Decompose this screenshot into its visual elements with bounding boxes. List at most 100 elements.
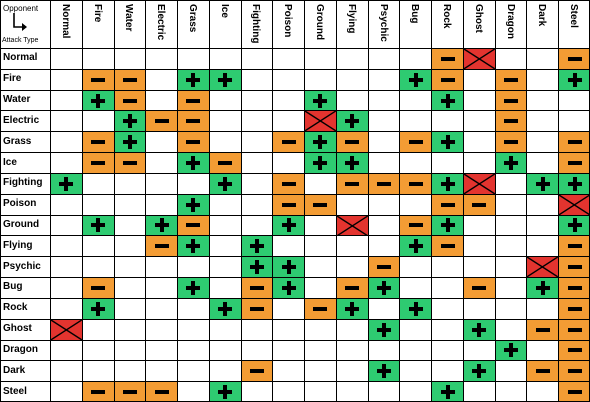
normal-effect-cell bbox=[51, 153, 82, 173]
grid-line bbox=[558, 0, 559, 402]
normal-effect-cell bbox=[242, 174, 273, 194]
row-header-dark: Dark bbox=[3, 364, 26, 376]
super-effective-cell bbox=[209, 298, 241, 319]
super-effective-cell bbox=[241, 236, 273, 257]
normal-effect-cell bbox=[527, 91, 558, 111]
grid-line bbox=[431, 0, 432, 402]
col-header-dark: Dark bbox=[526, 0, 558, 48]
not-very-effective-cell bbox=[336, 132, 368, 153]
normal-effect-cell bbox=[115, 341, 146, 361]
normal-effect-cell bbox=[464, 341, 495, 361]
normal-effect-cell bbox=[115, 195, 146, 215]
super-effective-cell bbox=[178, 153, 209, 173]
grid-line bbox=[82, 0, 83, 402]
plus-icon bbox=[218, 301, 233, 316]
normal-effect-cell bbox=[464, 70, 495, 90]
normal-effect-cell bbox=[527, 236, 558, 256]
not-very-effective-cell bbox=[336, 278, 368, 298]
not-very-effective-cell bbox=[178, 215, 209, 236]
normal-effect-cell bbox=[115, 299, 146, 319]
normal-effect-cell bbox=[115, 174, 146, 194]
normal-effect-cell bbox=[305, 236, 336, 256]
plus-icon bbox=[186, 197, 201, 212]
minus-icon bbox=[567, 135, 582, 149]
minus-icon bbox=[154, 114, 169, 128]
col-header-label: Steel bbox=[568, 4, 580, 28]
plus-icon bbox=[91, 218, 106, 233]
normal-effect-cell bbox=[210, 257, 241, 277]
minus-icon bbox=[186, 218, 201, 232]
normal-effect-cell bbox=[400, 195, 431, 215]
grid-line bbox=[495, 0, 496, 402]
normal-effect-cell bbox=[210, 195, 241, 215]
normal-effect-cell bbox=[464, 111, 495, 131]
grid-line bbox=[0, 173, 590, 174]
grid-line bbox=[0, 360, 590, 361]
minus-icon bbox=[186, 114, 201, 128]
normal-effect-cell bbox=[115, 320, 146, 340]
no-effect-cell bbox=[51, 319, 82, 340]
super-effective-cell bbox=[305, 90, 336, 111]
grid-line bbox=[399, 0, 400, 402]
super-effective-cell bbox=[209, 382, 241, 402]
grid-line bbox=[177, 0, 178, 402]
not-very-effective-cell bbox=[559, 153, 590, 173]
plus-icon bbox=[218, 72, 233, 87]
grid-line bbox=[114, 0, 115, 402]
not-very-effective-cell bbox=[114, 90, 146, 111]
plus-icon bbox=[567, 218, 582, 233]
row-header-fighting: Fighting bbox=[3, 177, 43, 189]
normal-effect-cell bbox=[305, 216, 336, 236]
col-header-label: Grass bbox=[186, 4, 198, 33]
not-very-effective-cell bbox=[559, 340, 590, 361]
plus-icon bbox=[281, 260, 296, 275]
normal-effect-cell bbox=[337, 70, 368, 90]
normal-effect-cell bbox=[432, 341, 463, 361]
normal-effect-cell bbox=[178, 174, 209, 194]
not-very-effective-cell bbox=[336, 173, 368, 194]
normal-effect-cell bbox=[527, 382, 558, 402]
minus-icon bbox=[91, 135, 106, 149]
normal-effect-cell bbox=[432, 153, 463, 173]
super-effective-cell bbox=[82, 90, 114, 111]
minus-icon bbox=[249, 281, 264, 295]
plus-icon bbox=[218, 176, 233, 191]
normal-effect-cell bbox=[83, 320, 114, 340]
super-effective-cell bbox=[400, 298, 432, 319]
normal-effect-cell bbox=[305, 341, 336, 361]
minus-icon bbox=[567, 260, 582, 274]
minus-icon bbox=[567, 323, 582, 337]
plus-icon bbox=[440, 385, 455, 400]
normal-effect-cell bbox=[369, 91, 400, 111]
normal-effect-cell bbox=[527, 132, 558, 152]
minus-icon bbox=[281, 135, 296, 149]
plus-icon bbox=[440, 135, 455, 150]
not-very-effective-cell bbox=[114, 153, 146, 173]
normal-effect-cell bbox=[242, 153, 273, 173]
normal-effect-cell bbox=[369, 70, 400, 90]
super-effective-cell bbox=[209, 173, 241, 194]
cross-icon bbox=[463, 49, 495, 69]
not-very-effective-cell bbox=[559, 278, 590, 298]
grid-line bbox=[368, 0, 369, 402]
col-header-label: Ground bbox=[313, 4, 325, 41]
super-effective-cell bbox=[400, 69, 432, 90]
plus-icon bbox=[535, 176, 550, 191]
normal-effect-cell bbox=[496, 216, 527, 236]
grid-line bbox=[0, 256, 590, 257]
normal-effect-cell bbox=[369, 299, 400, 319]
col-header-fighting: Fighting bbox=[241, 0, 273, 48]
normal-effect-cell bbox=[178, 49, 209, 69]
normal-effect-cell bbox=[242, 195, 273, 215]
col-header-label: Dragon bbox=[504, 4, 516, 39]
plus-icon bbox=[535, 280, 550, 295]
grid-line bbox=[0, 152, 590, 153]
normal-effect-cell bbox=[496, 278, 527, 298]
col-header-label: Fighting bbox=[250, 4, 262, 44]
normal-effect-cell bbox=[210, 361, 241, 381]
normal-effect-cell bbox=[496, 257, 527, 277]
normal-effect-cell bbox=[369, 49, 400, 69]
plus-icon bbox=[91, 301, 106, 316]
normal-effect-cell bbox=[242, 382, 273, 402]
row-header-psychic: Psychic bbox=[3, 260, 41, 272]
